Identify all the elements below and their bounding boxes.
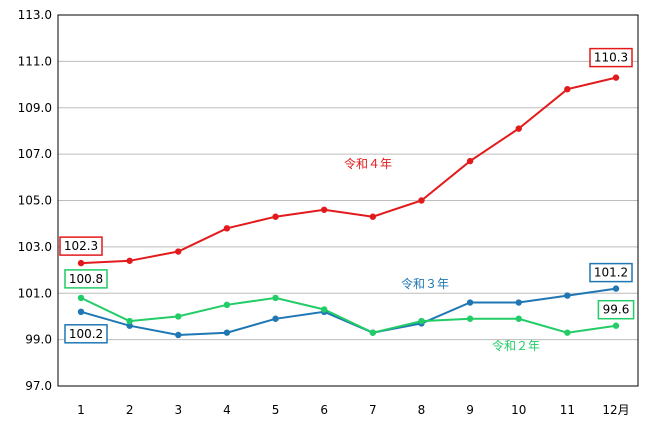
data-callout-box — [597, 299, 635, 320]
data-callout: 102.3 — [59, 236, 103, 256]
series-name-label: 令和２年 — [492, 338, 540, 353]
x-tick-label: 7 — [369, 403, 377, 417]
x-tick-label: 8 — [418, 403, 426, 417]
data-label: 100.8 — [69, 272, 103, 286]
data-point — [126, 317, 133, 325]
data-callout-box — [589, 47, 633, 68]
y-tick-label: 103.0 — [18, 240, 52, 254]
x-tick-label: 10 — [511, 403, 526, 417]
data-point — [515, 315, 522, 322]
data-point — [612, 322, 620, 329]
data-point — [612, 74, 620, 81]
data-point — [564, 292, 571, 299]
y-tick-label: 111.0 — [18, 54, 52, 68]
data-point — [223, 329, 231, 336]
x-tick-label: 4 — [223, 403, 231, 417]
y-axis-tick-labels: 97.0 99.0 101.0 103.0 105.0 107.0 109.0 111.0 11… — [18, 8, 52, 393]
x-tick-label: 12月 — [602, 403, 629, 417]
data-point — [515, 125, 522, 132]
data-label: 102.3 — [64, 239, 98, 253]
series-line — [80, 296, 617, 334]
data-callout: 100.2 — [64, 324, 108, 344]
x-tick-label: 11 — [560, 403, 575, 417]
data-point — [320, 206, 328, 213]
data-point — [272, 213, 279, 220]
data-callouts: 102.3 110.3 100.2 101.2 100.8 99.6 — [59, 47, 635, 344]
y-tick-label: 105.0 — [18, 194, 52, 208]
data-callout-box — [64, 324, 108, 344]
data-point — [612, 285, 620, 292]
series-lines — [80, 76, 617, 337]
data-point — [466, 299, 474, 306]
y-tick-label: 97.0 — [25, 379, 52, 393]
data-point — [515, 299, 522, 306]
y-tick-label: 107.0 — [18, 147, 52, 161]
series-line — [80, 76, 617, 265]
data-point — [126, 322, 133, 329]
data-point — [223, 225, 231, 232]
x-tick-label: 5 — [272, 403, 280, 417]
data-point — [223, 301, 231, 309]
x-tick-label: 3 — [174, 403, 182, 417]
series-name-label: 令和４年 — [344, 156, 392, 171]
data-point — [77, 259, 85, 267]
data-point — [369, 329, 377, 336]
data-label: 101.2 — [594, 266, 628, 280]
data-label: 110.3 — [594, 51, 628, 65]
y-tick-label: 113.0 — [18, 8, 52, 22]
x-tick-label: 2 — [126, 403, 134, 417]
data-point — [175, 313, 182, 320]
data-point — [320, 306, 328, 313]
y-tick-label: 109.0 — [18, 101, 52, 115]
y-tick-label: 99.0 — [25, 333, 52, 347]
y-tick-label: 101.0 — [18, 286, 52, 300]
plot-area-border — [57, 14, 639, 387]
data-callout-box — [64, 269, 108, 289]
data-point — [466, 157, 474, 165]
data-point — [418, 197, 425, 204]
data-point — [77, 308, 85, 315]
data-point — [272, 315, 279, 322]
series-line — [80, 287, 617, 337]
x-tick-label: 6 — [320, 403, 328, 417]
x-axis-tick-labels: 1 2 3 4 5 6 7 8 9 10 11 12月 — [77, 403, 629, 417]
data-callout: 110.3 — [589, 47, 633, 68]
x-tick-label: 1 — [77, 403, 85, 417]
data-label: 99.6 — [603, 303, 630, 317]
data-point — [175, 248, 182, 255]
data-callout: 101.2 — [589, 262, 633, 283]
data-callout: 100.8 — [64, 269, 108, 289]
data-point — [77, 294, 85, 302]
data-point — [175, 331, 182, 339]
data-point — [418, 317, 425, 325]
series-points — [77, 74, 620, 339]
data-point — [466, 315, 474, 322]
data-point — [272, 294, 279, 302]
data-point — [126, 257, 133, 264]
data-point — [564, 329, 571, 336]
x-tick-label: 9 — [466, 403, 474, 417]
data-label: 100.2 — [69, 327, 103, 341]
data-callout-box — [59, 236, 103, 256]
data-point — [369, 213, 377, 220]
data-callout: 99.6 — [597, 299, 635, 320]
data-callout-box — [589, 262, 633, 283]
series-name-label: 令和３年 — [401, 276, 449, 291]
data-point — [564, 86, 571, 93]
